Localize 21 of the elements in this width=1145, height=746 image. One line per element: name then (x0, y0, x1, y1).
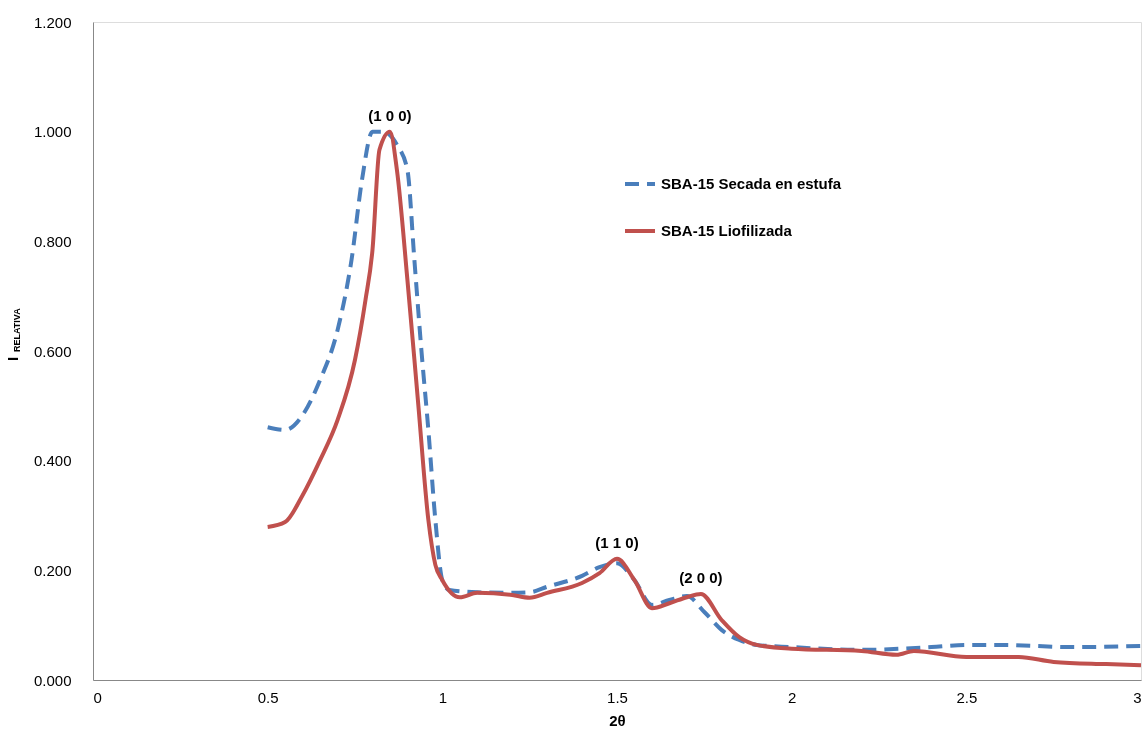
x-tick-label: 1 (438, 688, 448, 706)
x-tick-label: 2 (787, 688, 797, 706)
y-axis-title: IRELATIVA (4, 307, 22, 362)
y-tick-label: 1.000 (33, 123, 72, 141)
y-tick-label: 1.200 (33, 13, 72, 31)
annotation: (1 0 0) (368, 106, 412, 124)
y-tick-label: 0.600 (33, 342, 72, 360)
annotation: (1 1 0) (595, 533, 639, 551)
legend-label: SBA-15 Secada en estufa (661, 175, 842, 192)
x-axis-title: 2θ (609, 711, 626, 729)
y-tick-label: 0.200 (33, 561, 72, 579)
annotation: (2 0 0) (679, 568, 723, 586)
x-tick-label: 1.5 (607, 688, 628, 706)
x-tick-label: 0 (93, 688, 102, 706)
x-tick-label: 3 (1133, 688, 1142, 706)
y-tick-label: 0.800 (33, 232, 72, 250)
x-tick-label: 2.5 (956, 688, 978, 706)
y-tick-label: 0.000 (33, 671, 72, 689)
y-tick-label: 0.400 (33, 452, 72, 470)
x-tick-label: 0.5 (257, 688, 279, 706)
legend-label: SBA-15 Liofilizada (661, 222, 793, 239)
